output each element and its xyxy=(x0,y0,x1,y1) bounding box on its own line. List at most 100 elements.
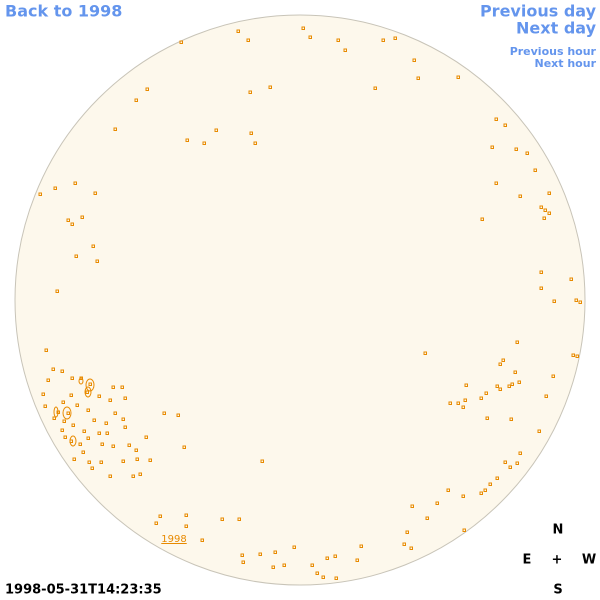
compass-west: W xyxy=(582,553,596,568)
contour xyxy=(97,431,101,435)
contour xyxy=(158,514,162,518)
contour xyxy=(393,36,397,40)
contour xyxy=(123,396,127,400)
next-day-link[interactable]: Next day xyxy=(516,19,597,38)
contour xyxy=(104,421,108,425)
contour xyxy=(547,211,551,215)
contour xyxy=(87,460,91,464)
contour xyxy=(515,340,519,344)
contour xyxy=(84,386,92,398)
contour xyxy=(99,460,103,464)
contour xyxy=(518,451,522,455)
contour xyxy=(310,563,314,567)
contour xyxy=(60,428,64,432)
contour xyxy=(182,445,186,449)
contour xyxy=(495,384,499,388)
contour xyxy=(333,554,337,558)
contour xyxy=(66,411,70,415)
contour xyxy=(425,516,429,520)
contour xyxy=(539,270,543,274)
contour xyxy=(111,444,115,448)
back-link[interactable]: Back to 1998 xyxy=(5,2,122,21)
contour xyxy=(246,38,250,42)
contour xyxy=(135,457,139,461)
contour xyxy=(69,393,73,397)
contour xyxy=(74,254,78,258)
contour xyxy=(479,491,483,495)
contour xyxy=(44,348,48,352)
contour xyxy=(88,382,92,386)
contour xyxy=(435,501,439,505)
previous-hour-link[interactable]: Previous hour xyxy=(510,45,597,58)
compass-south: S xyxy=(553,583,562,598)
contour xyxy=(162,411,166,415)
contour xyxy=(92,418,96,422)
contour xyxy=(503,123,507,127)
contour xyxy=(62,419,66,423)
contour xyxy=(236,29,240,33)
next-hour-link[interactable]: Next hour xyxy=(535,57,597,70)
contour xyxy=(121,459,125,463)
contour xyxy=(86,408,90,412)
contour xyxy=(123,425,127,429)
contour xyxy=(220,517,224,521)
contour xyxy=(334,576,338,580)
contour xyxy=(121,417,125,421)
contour xyxy=(498,387,502,391)
contour xyxy=(373,86,377,90)
contour xyxy=(308,35,312,39)
contour xyxy=(508,465,512,469)
contour xyxy=(412,58,416,62)
contour xyxy=(410,504,414,508)
contour xyxy=(72,457,76,461)
contour xyxy=(501,358,505,362)
compass-center: + xyxy=(552,553,563,568)
contour xyxy=(51,367,55,371)
contour xyxy=(509,417,513,421)
contour xyxy=(456,401,460,405)
contour xyxy=(268,85,272,89)
contour xyxy=(38,192,42,196)
contour xyxy=(66,218,70,222)
contour xyxy=(402,542,406,546)
contour xyxy=(200,538,204,542)
contour xyxy=(355,558,359,562)
contour xyxy=(70,222,74,226)
contour xyxy=(154,521,158,525)
contour xyxy=(448,401,452,405)
map-label-link[interactable]: 1998 xyxy=(161,534,186,545)
contour xyxy=(498,362,502,366)
contour xyxy=(533,168,537,172)
contour xyxy=(271,565,275,569)
timestamp: 1998-05-31T14:23:35 xyxy=(5,583,162,598)
contour xyxy=(260,459,264,463)
contour xyxy=(53,186,57,190)
contour xyxy=(461,494,465,498)
contour xyxy=(113,127,117,131)
contour xyxy=(282,563,286,567)
contour xyxy=(148,458,152,462)
contour xyxy=(202,141,206,145)
contour-group xyxy=(38,26,582,580)
contour xyxy=(108,398,112,402)
contour xyxy=(78,377,84,385)
contour xyxy=(547,191,551,195)
contour xyxy=(462,528,466,532)
contour xyxy=(494,181,498,185)
contour xyxy=(525,151,529,155)
contour xyxy=(108,474,112,478)
contour xyxy=(53,406,59,418)
contour xyxy=(134,448,138,452)
contour xyxy=(176,413,180,417)
contour xyxy=(82,429,86,433)
contour xyxy=(91,244,95,248)
contour xyxy=(240,553,244,557)
contour xyxy=(544,394,548,398)
contour xyxy=(446,488,450,492)
contour xyxy=(515,461,519,465)
contour xyxy=(292,545,296,549)
previous-day-link[interactable]: Previous day xyxy=(480,2,597,21)
contour xyxy=(249,131,253,135)
contour xyxy=(214,128,218,132)
